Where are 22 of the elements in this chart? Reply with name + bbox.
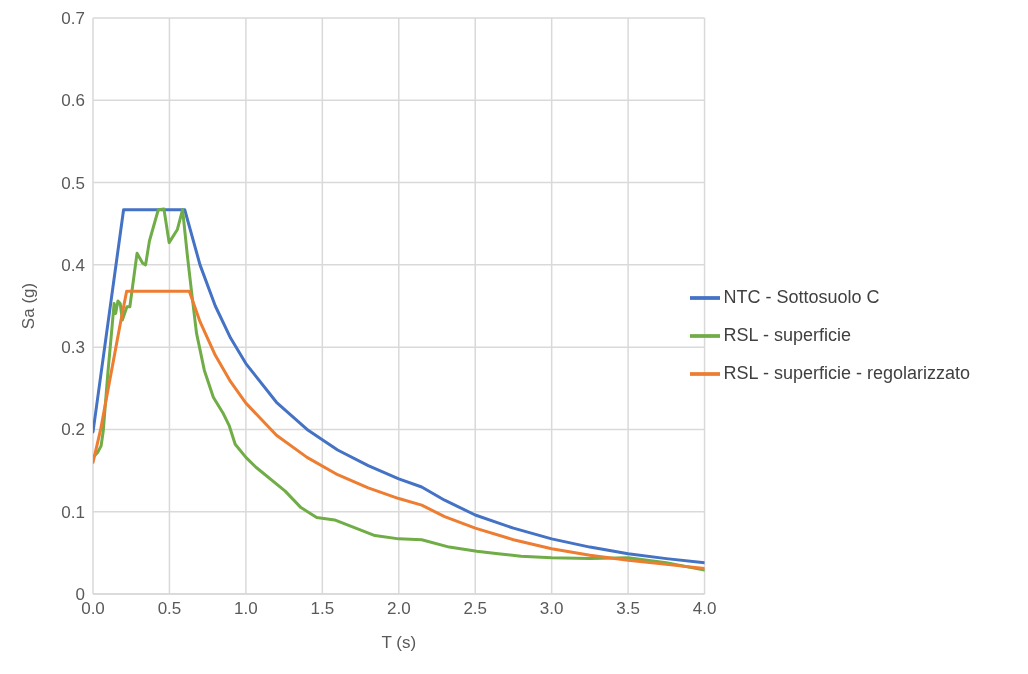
x-tick-label: 0.5: [157, 599, 182, 619]
y-tick-label: 0.2: [61, 420, 85, 440]
legend-label: NTC - Sottosuolo C: [723, 287, 880, 307]
x-tick-label: 0.0: [81, 599, 105, 619]
legend-label: RSL - superficie - regolarizzato: [723, 363, 970, 383]
y-tick-label: 0.3: [61, 338, 85, 358]
line-series: [93, 289, 705, 570]
legend-label: RSL - superficie: [723, 325, 851, 345]
y-tick-label: 0.4: [61, 255, 85, 275]
x-tick-label: 3.0: [539, 599, 564, 619]
x-axis-title: T (s): [381, 633, 417, 652]
x-tick-label: 2.0: [386, 599, 411, 619]
y-tick-label: 0.6: [61, 91, 85, 111]
y-tick-label: 0.1: [61, 502, 85, 522]
x-tick-label: 3.5: [616, 599, 640, 619]
x-tick-label: 1.0: [234, 599, 258, 619]
y-tick-label: 0.7: [61, 9, 85, 29]
y-axis-title: Sa (g): [19, 282, 39, 330]
y-tick-label: 0.5: [61, 173, 85, 193]
x-tick-label: 1.5: [310, 599, 335, 619]
x-tick-label: 2.5: [463, 599, 488, 619]
x-tick-label: 4.0: [692, 599, 717, 619]
